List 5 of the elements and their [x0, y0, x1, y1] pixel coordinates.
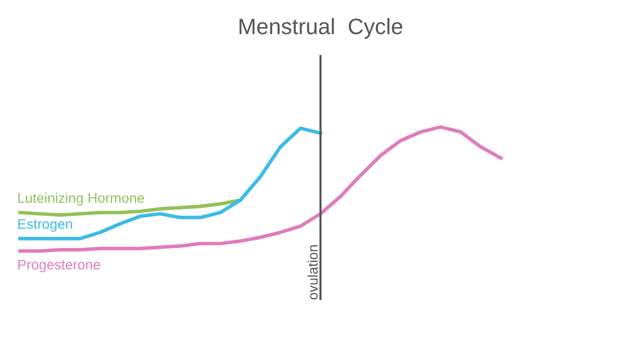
- series-label: Estrogen: [18, 219, 72, 232]
- series-label: Luteinizing Hormone: [18, 192, 144, 206]
- chart-title: Menstrual Cycle: [240, 18, 402, 39]
- series-label: Progesterone: [18, 260, 100, 272]
- annotation: ovulation: [308, 245, 318, 300]
